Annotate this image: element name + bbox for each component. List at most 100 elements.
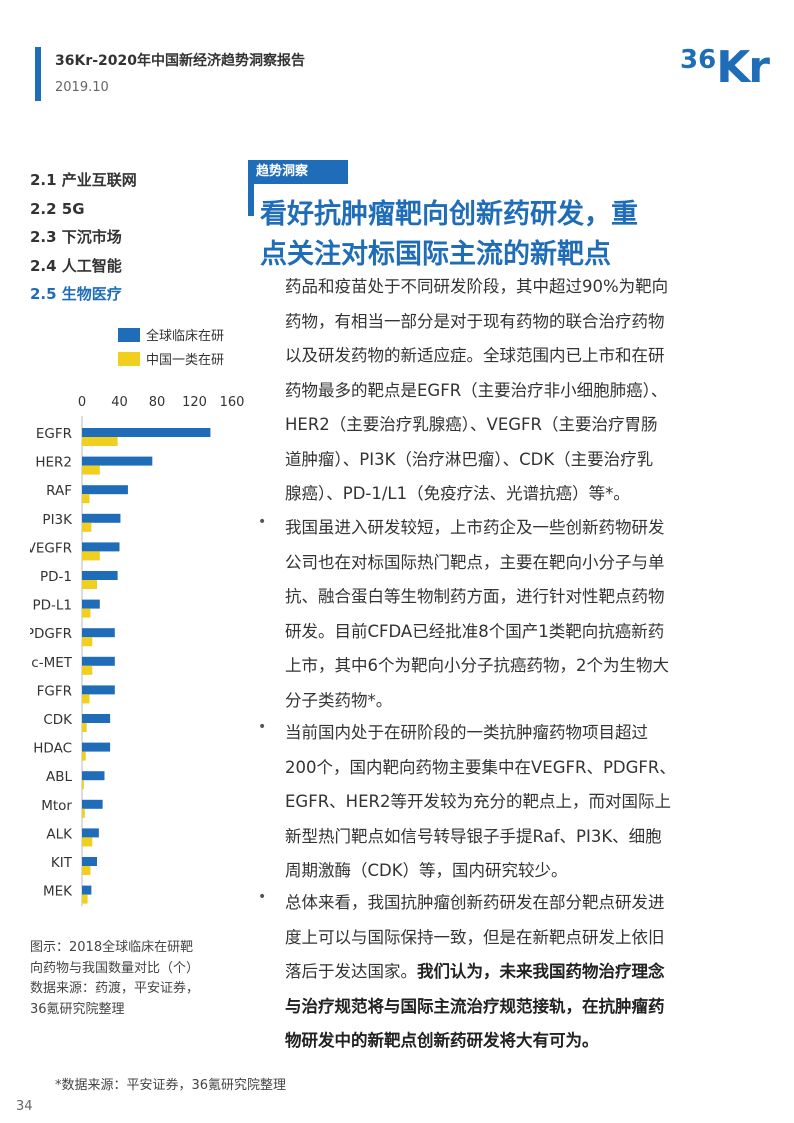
paragraph-line: 周期激酶（CDK）等，国内研究较少。	[285, 861, 568, 880]
bullet-marker: •	[258, 889, 267, 905]
paragraph-line: 药物，有相当一部分是对于现有药物的联合治疗药物	[285, 311, 665, 331]
paragraph-line: 落后于发达国家。我们认为，未来我国药物治疗理念	[285, 955, 733, 990]
category-label: KIT	[51, 855, 73, 871]
bar-china	[82, 837, 93, 847]
bar-global	[82, 485, 128, 495]
bar-global	[82, 742, 111, 752]
paragraph-line: 度上可以与国际保持一致，但是在新靶点研发上依旧	[285, 927, 665, 947]
category-label: HDAC	[33, 741, 72, 757]
paragraph-line: 当前国内处于在研阶段的一类抗肿瘤药物项目超过	[285, 723, 648, 742]
bar-global	[82, 656, 115, 666]
bar-china	[82, 465, 100, 475]
section-tag-rule	[248, 182, 254, 216]
category-label: VEGFR	[30, 540, 72, 556]
bar-china	[82, 723, 87, 732]
bar-global	[82, 628, 115, 638]
category-label: c-MET	[31, 655, 72, 671]
bullet-marker: •	[258, 719, 267, 735]
bar-global	[82, 685, 115, 695]
bar-china	[82, 780, 84, 790]
section-nav: 2.1 产业互联网 2.2 5G 2.3 下沉市场 2.4 人工智能 2.5 生…	[30, 166, 137, 309]
paragraph-line: 总体来看，我国抗肿瘤创新药研发在部分靶点研发进	[285, 893, 665, 912]
caption-line: 数据来源：药渡，平安证券，	[30, 981, 200, 996]
x-tick-label: 160	[220, 395, 245, 410]
report-title: 36Kr-2020年中国新经济趋势洞察报告	[55, 53, 306, 69]
paragraph-line: 以及研发药物的新适应症。全球范围内已上市和在研	[285, 346, 665, 365]
paragraph-line: EGFR、HER2等开发较为充分的靶点上，而对国际上	[285, 792, 671, 811]
headline-line-1: 看好抗肿瘤靶向创新药研发，重	[260, 199, 638, 230]
bar-china	[82, 894, 88, 904]
toc-item-5g[interactable]: 2.2 5G	[30, 199, 85, 218]
conclusion-text: 与治疗规范将与国际主流治疗规范接轨，在抗肿瘤药	[285, 996, 665, 1016]
bar-global	[82, 456, 153, 466]
paragraph-3: 当前国内处于在研阶段的一类抗肿瘤药物项目超过 200个，国内靶向药物主要集中在V…	[285, 716, 733, 889]
x-tick-label: 120	[182, 395, 207, 410]
category-label: PI3K	[42, 512, 73, 528]
header-accent-bar	[35, 47, 41, 101]
bar-global	[82, 857, 97, 866]
x-tick-label: 40	[111, 395, 128, 410]
category-label: HER2	[35, 455, 72, 471]
source-note: *数据来源：平安证券，36氪研究院整理	[55, 1078, 287, 1093]
bar-china	[82, 551, 100, 561]
bar-china	[82, 437, 118, 446]
conclusion-text: 物研发中的新靶点创新药研发将大有可为。	[285, 1031, 599, 1050]
category-label: ABL	[46, 769, 72, 785]
paragraph-1: 药品和疫苗处于不同研发阶段，其中超过90%为靶向 药物，有相当一部分是对于现有药…	[285, 270, 733, 512]
bullet-marker: •	[258, 514, 267, 530]
category-label: RAF	[46, 483, 72, 499]
bar-china	[82, 808, 85, 818]
legend-label: 中国一类在研	[146, 353, 224, 368]
toc-item-ai[interactable]: 2.4 人工智能	[30, 256, 122, 275]
bar-global	[82, 513, 121, 523]
paragraph-line: 新型热门靶点如信号转导银子手提Raf、PI3K、细胞	[285, 826, 662, 846]
bar-china	[82, 665, 93, 675]
category-label: PD-L1	[32, 598, 72, 614]
legend-label: 全球临床在研	[146, 328, 224, 344]
headline-line-2: 点关注对标国际主流的新靶点	[260, 239, 611, 270]
brand-logo: 36Kr	[680, 42, 770, 93]
category-label: Mtor	[41, 798, 72, 814]
paragraph-line: 上市，其中6个为靶向小分子抗癌药物，2个为生物大	[285, 656, 669, 675]
report-date: 2019.10	[55, 80, 109, 95]
bar-global	[82, 428, 211, 437]
bar-global	[82, 885, 92, 895]
x-tick-label: 0	[78, 395, 86, 410]
toc-item-lower-tier-market[interactable]: 2.3 下沉市场	[30, 228, 122, 246]
paragraph-line: 分子类药物*。	[285, 690, 393, 710]
paragraph-text: 落后于发达国家。	[285, 962, 417, 981]
bar-china	[82, 694, 90, 704]
bar-china	[82, 522, 92, 532]
paragraph-line: 道肿瘤）、PI3K（治疗淋巴瘤）、CDK（主要治疗乳	[285, 449, 654, 469]
caption-line: 图示：2018全球临床在研靶	[30, 940, 194, 955]
paragraph-4: 总体来看，我国抗肿瘤创新药研发在部分靶点研发进 度上可以与国际保持一致，但是在新…	[285, 886, 733, 1059]
legend-swatch	[118, 328, 140, 342]
bar-china	[82, 751, 86, 761]
bar-china	[82, 494, 90, 504]
paragraph-line: 药物最多的靶点是EGFR（主要治疗非小细胞肺癌）、	[285, 380, 668, 400]
category-label: PD-1	[40, 569, 72, 585]
category-label: EGFR	[36, 426, 72, 442]
paragraph-line: 抗、融合蛋白等生物制药方面，进行针对性靶点药物	[285, 587, 665, 606]
page-number: 34	[16, 1099, 33, 1114]
category-label: ALK	[46, 826, 73, 842]
bar-china	[82, 580, 97, 589]
paragraph-line: 腺癌）、PD-1/L1（免疫疗法、光谱抗癌）等*。	[285, 484, 630, 503]
paragraph-2: 我国虽进入研发较短，上市药企及一些创新药物研发 公司也在对标国际热门靶点，主要在…	[285, 511, 733, 718]
paragraph-line: HER2（主要治疗乳腺癌）、VEGFR（主要治疗胃肠	[285, 415, 658, 434]
bar-china	[82, 637, 93, 647]
conclusion-text: 我们认为，未来我国药物治疗理念	[417, 962, 665, 981]
category-label: PDGFR	[30, 626, 72, 642]
bar-global	[82, 542, 120, 552]
bar-global	[82, 828, 99, 838]
bar-global	[82, 714, 111, 723]
category-label: FGFR	[37, 683, 72, 699]
legend-swatch	[118, 352, 140, 366]
x-tick-label: 80	[149, 395, 166, 410]
toc-item-biomedical[interactable]: 2.5 生物医疗	[30, 285, 122, 303]
toc-item-industrial-internet[interactable]: 2.1 产业互联网	[30, 171, 137, 189]
bar-global	[82, 771, 105, 781]
section-tag: 趋势洞察	[248, 160, 348, 184]
chart-caption: 图示：2018全球临床在研靶 向药物与我国数量对比（个） 数据来源：药渡，平安证…	[30, 938, 245, 1020]
paragraph-line: 公司也在对标国际热门靶点，主要在靶向小分子与单	[285, 552, 665, 572]
